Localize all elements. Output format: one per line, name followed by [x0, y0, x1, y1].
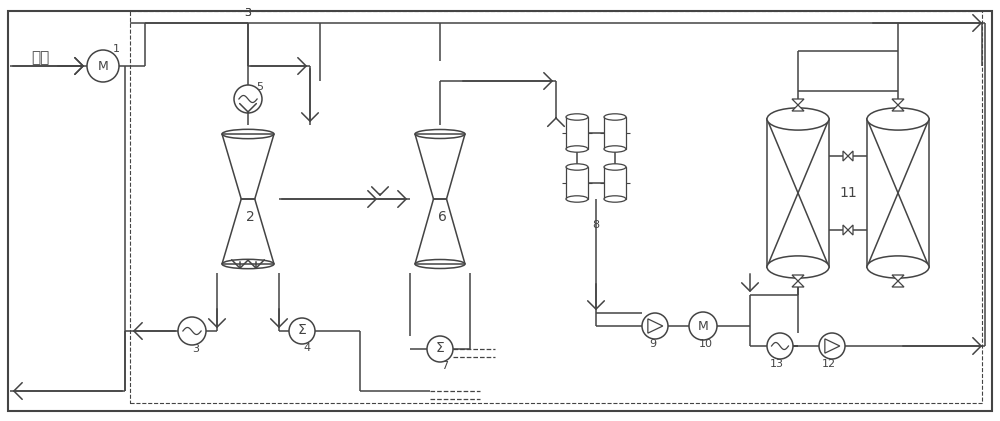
Circle shape: [819, 333, 845, 359]
Polygon shape: [792, 275, 804, 281]
Polygon shape: [848, 225, 853, 235]
Text: Σ: Σ: [436, 341, 444, 355]
Polygon shape: [843, 225, 848, 235]
Ellipse shape: [604, 164, 626, 170]
Circle shape: [642, 313, 668, 339]
Polygon shape: [792, 105, 804, 111]
Polygon shape: [892, 99, 904, 105]
Ellipse shape: [767, 108, 829, 130]
Text: 8: 8: [592, 220, 600, 230]
Text: 9: 9: [649, 339, 657, 349]
Polygon shape: [792, 99, 804, 105]
Circle shape: [178, 317, 206, 345]
Ellipse shape: [867, 256, 929, 278]
Text: 12: 12: [822, 359, 836, 369]
Text: 11: 11: [839, 186, 857, 200]
Text: 6: 6: [438, 210, 446, 224]
Ellipse shape: [604, 146, 626, 152]
Polygon shape: [892, 105, 904, 111]
Polygon shape: [892, 275, 904, 281]
Bar: [130, 11, 982, 403]
Ellipse shape: [566, 146, 588, 152]
Ellipse shape: [767, 256, 829, 278]
Text: 3: 3: [244, 8, 252, 18]
Ellipse shape: [604, 196, 626, 202]
Circle shape: [289, 318, 315, 344]
Bar: [867, 119, 929, 267]
Bar: [767, 119, 829, 267]
Text: 1: 1: [112, 44, 120, 54]
Circle shape: [234, 85, 262, 113]
Polygon shape: [848, 151, 853, 161]
Text: Σ: Σ: [298, 323, 306, 337]
Text: 4: 4: [303, 343, 311, 353]
Text: 3: 3: [192, 344, 200, 354]
Circle shape: [87, 50, 119, 82]
Polygon shape: [843, 151, 848, 161]
Circle shape: [689, 312, 717, 340]
Text: 3: 3: [244, 8, 252, 18]
Ellipse shape: [867, 108, 929, 130]
Circle shape: [427, 336, 453, 362]
Text: 原料: 原料: [31, 51, 49, 66]
Text: 13: 13: [770, 359, 784, 369]
Ellipse shape: [566, 196, 588, 202]
Polygon shape: [792, 281, 804, 287]
Bar: [604, 167, 626, 199]
Bar: [566, 167, 588, 199]
Text: M: M: [98, 59, 108, 72]
Ellipse shape: [604, 114, 626, 120]
Bar: [566, 117, 588, 149]
Polygon shape: [892, 281, 904, 287]
Text: 5: 5: [256, 82, 264, 92]
Circle shape: [767, 333, 793, 359]
Text: 7: 7: [441, 361, 449, 371]
Bar: [604, 117, 626, 149]
Text: 2: 2: [246, 210, 254, 224]
Ellipse shape: [566, 164, 588, 170]
Text: M: M: [698, 320, 708, 333]
Ellipse shape: [566, 114, 588, 120]
Text: 10: 10: [699, 339, 713, 349]
